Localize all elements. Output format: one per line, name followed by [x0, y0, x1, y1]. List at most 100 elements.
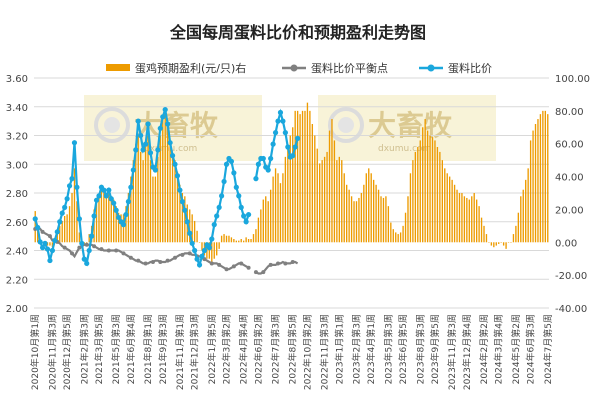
ratio-point	[255, 161, 261, 167]
watermark-logo-icon	[94, 107, 130, 143]
y-right-tick-label: 20.00	[555, 205, 584, 216]
profit-bar	[122, 214, 125, 243]
breakeven-point	[173, 255, 178, 260]
breakeven-point	[231, 264, 236, 269]
x-tick-label: 2023年12月第4周	[461, 314, 473, 390]
profit-bar	[532, 130, 534, 243]
ratio-point	[93, 197, 100, 203]
ratio-point	[79, 240, 85, 246]
profit-bar	[71, 193, 73, 243]
breakeven-point	[106, 248, 111, 253]
ratio-point	[128, 184, 134, 190]
ratio-point	[64, 196, 70, 202]
breakeven-point	[180, 252, 185, 257]
ratio-point	[243, 219, 249, 225]
breakeven-point	[92, 244, 97, 249]
profit-bar	[424, 119, 426, 243]
ratio-point	[275, 118, 281, 124]
profit-bar	[321, 160, 323, 243]
ratio-point	[145, 121, 151, 127]
profit-bar	[299, 114, 301, 243]
profit-bar	[525, 179, 527, 243]
profit-bar	[181, 193, 184, 243]
profit-bar	[142, 160, 144, 243]
profit-bar	[436, 147, 439, 243]
ratio-point	[160, 114, 166, 120]
y-right-tick-label: 0.00	[555, 238, 577, 249]
profit-bar	[542, 110, 544, 243]
ratio-point	[260, 155, 266, 162]
profit-bar	[316, 148, 318, 243]
ratio-point	[179, 199, 185, 205]
ratio-point	[231, 170, 237, 176]
breakeven-point	[47, 234, 52, 239]
breakeven-point	[136, 258, 141, 263]
ratio-point	[84, 260, 90, 267]
ratio-point	[120, 222, 127, 228]
profit-bar	[117, 212, 120, 243]
profit-bar	[331, 119, 333, 243]
profit-bar	[56, 232, 58, 243]
profit-bar	[225, 235, 228, 243]
ratio-point	[74, 184, 80, 190]
profit-bar	[463, 196, 466, 243]
x-tick-label: 2022年11月第3周	[319, 314, 331, 390]
ratio-point	[233, 184, 239, 190]
profit-bar	[228, 235, 230, 243]
ratio-point	[282, 130, 288, 136]
profit-bar	[368, 168, 370, 243]
profit-bar	[73, 168, 76, 243]
ratio-point	[91, 213, 97, 219]
profit-bar	[208, 242, 211, 259]
profit-bar	[346, 184, 348, 243]
profit-bar	[174, 160, 176, 243]
ratio-point	[280, 118, 286, 124]
ratio-point	[209, 236, 215, 242]
profit-bar	[451, 179, 453, 243]
profit-bar	[218, 242, 220, 249]
profit-bar	[184, 196, 186, 243]
profit-bar	[198, 242, 201, 243]
ratio-point	[133, 147, 139, 153]
profit-bar	[37, 225, 39, 243]
ratio-point	[192, 247, 198, 254]
x-tick-label: 2022年8月第5周	[287, 314, 299, 384]
profit-bar	[385, 196, 387, 243]
ratio-point	[106, 187, 112, 193]
ratio-point	[76, 216, 82, 222]
profit-bar	[154, 176, 157, 243]
ratio-point	[59, 210, 65, 216]
profit-bar	[527, 168, 529, 243]
profit-bar	[296, 110, 299, 243]
ratio-point	[52, 237, 58, 244]
profit-bar	[113, 199, 115, 243]
profit-bar	[490, 242, 493, 246]
ratio-point	[214, 213, 220, 219]
y-right-tick-label: -20.00	[555, 271, 587, 282]
profit-bar	[498, 242, 500, 244]
x-tick-label: 2024年7月第5周	[542, 314, 554, 384]
x-tick-label: 2021年9月第3周	[157, 314, 169, 384]
ratio-point	[194, 256, 200, 262]
profit-bar	[78, 232, 81, 243]
ratio-point	[125, 199, 132, 205]
x-tick-label: 2020年12月第5周	[61, 314, 73, 390]
breakeven-point	[114, 248, 119, 253]
ratio-point	[216, 204, 222, 210]
breakeven-point	[62, 245, 67, 250]
ratio-point	[184, 219, 190, 225]
ratio-point	[62, 204, 68, 210]
ratio-point	[182, 207, 188, 213]
profit-bar	[323, 156, 326, 243]
ratio-point	[177, 187, 183, 193]
profit-bar	[453, 184, 456, 243]
profit-bar	[66, 214, 68, 243]
profit-bar	[162, 119, 164, 243]
profit-bar	[68, 206, 71, 243]
profit-bar	[250, 239, 252, 243]
profit-bar	[193, 220, 196, 243]
x-tick-label: 2021年8月第1周	[142, 314, 154, 384]
profit-bar	[169, 143, 171, 243]
profit-bar	[493, 242, 495, 248]
profit-bar	[98, 196, 100, 243]
